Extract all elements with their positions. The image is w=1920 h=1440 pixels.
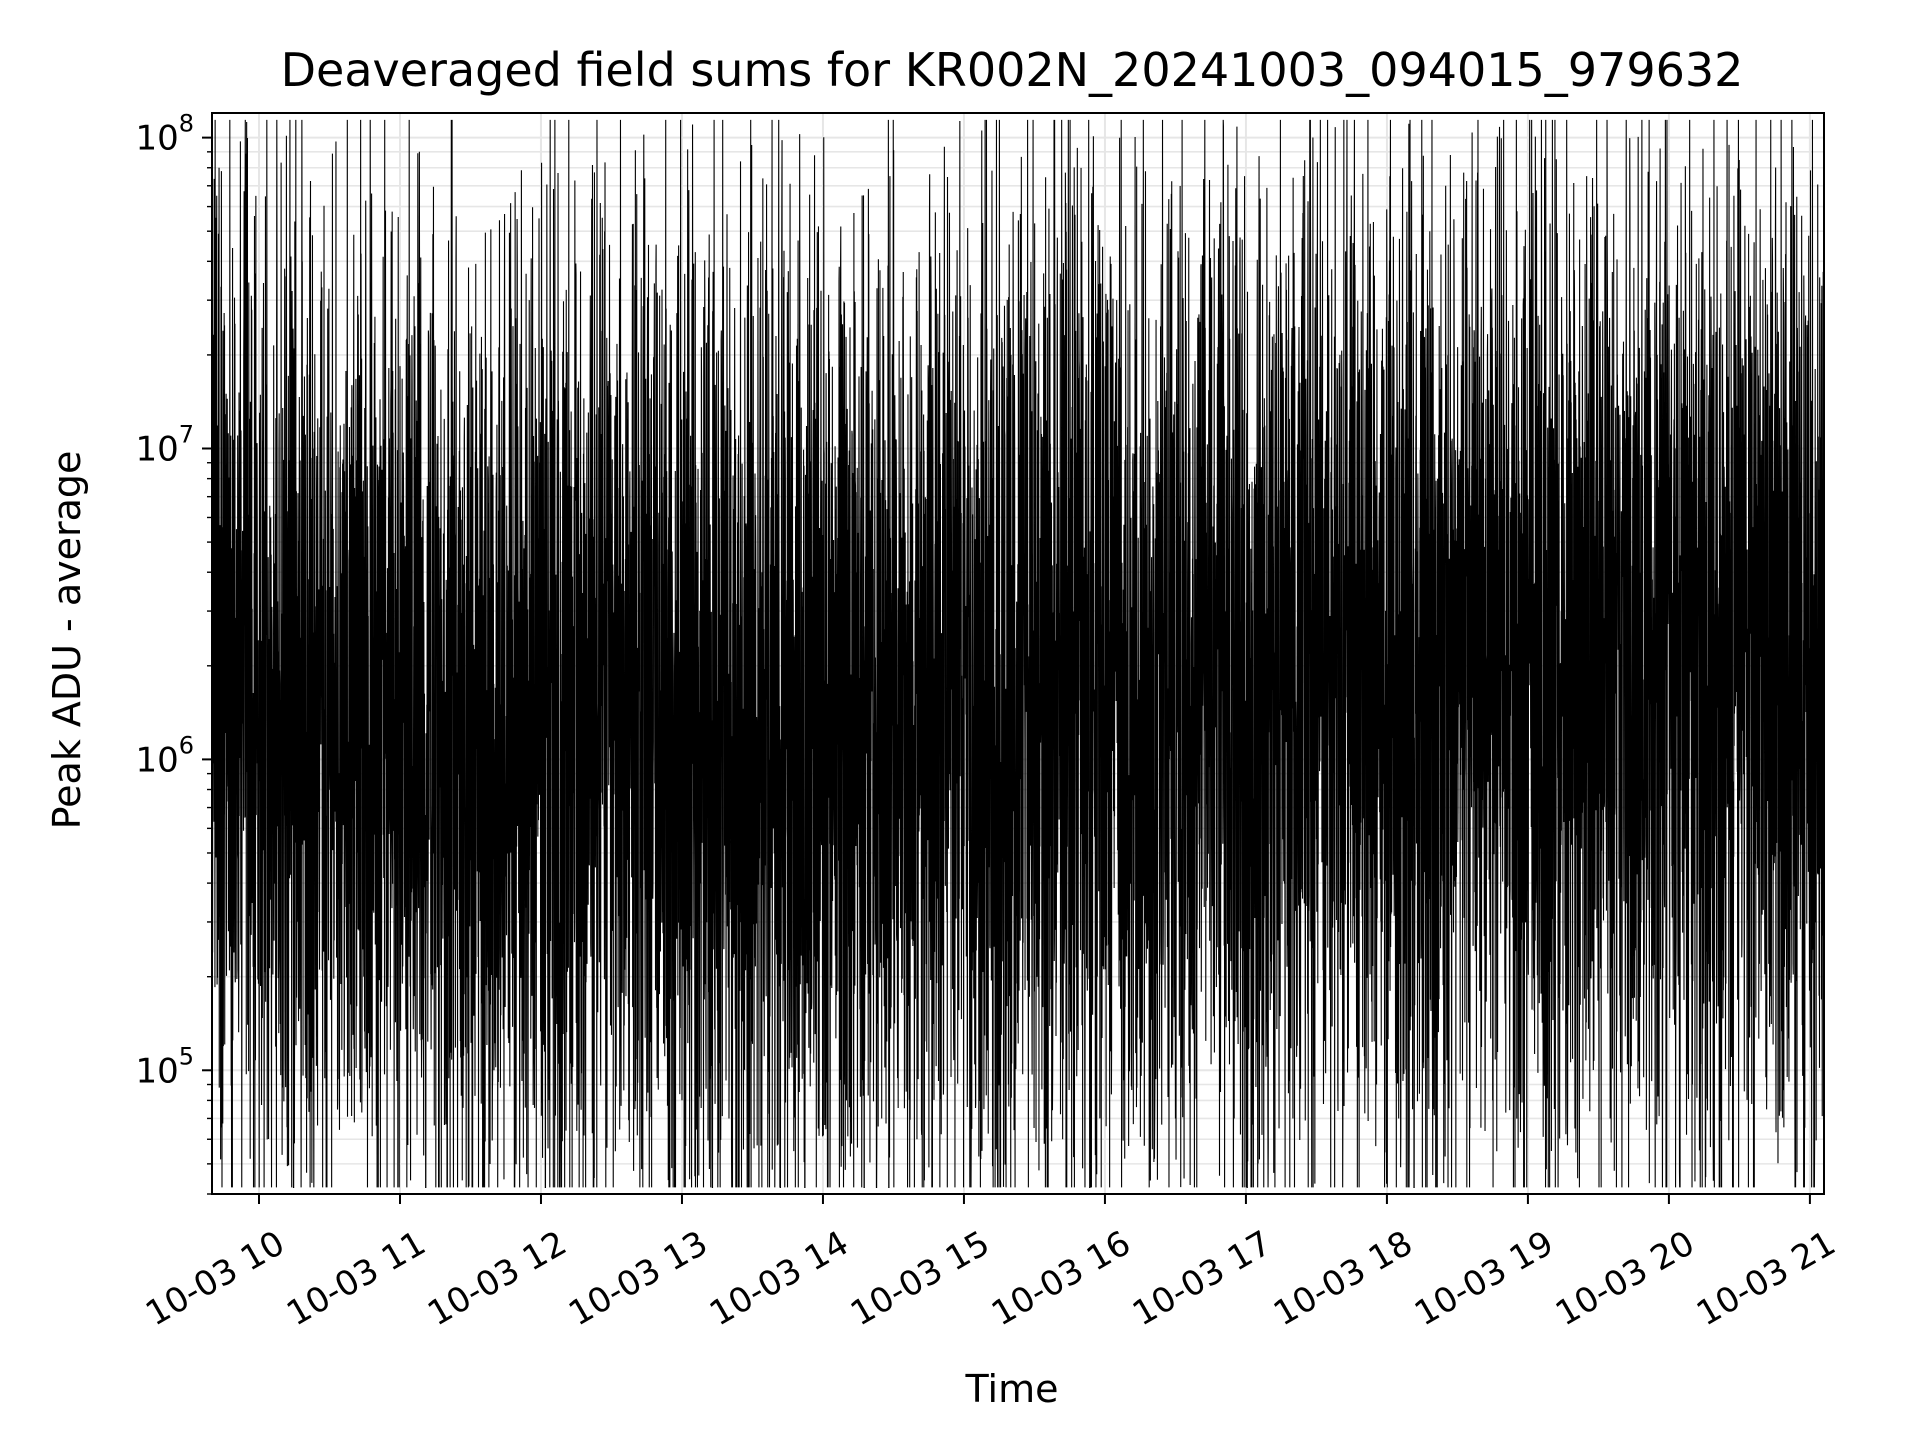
chart-title: Deaveraged field sums for KR002N_2024100…	[281, 43, 1744, 97]
series-line	[211, 119, 1825, 1188]
y-tick-label: 108	[135, 110, 194, 159]
y-axis-label: Peak ADU - average	[45, 451, 89, 830]
x-axis-label: Time	[965, 1367, 1059, 1411]
y-axis: 105 106 107 108	[135, 110, 212, 1195]
series-layer	[211, 119, 1825, 1188]
y-tick-label: 105	[135, 1042, 194, 1091]
y-tick-label: 107	[135, 421, 194, 470]
y-tick-label: 106	[135, 731, 194, 780]
plot-frame	[211, 112, 1825, 1195]
